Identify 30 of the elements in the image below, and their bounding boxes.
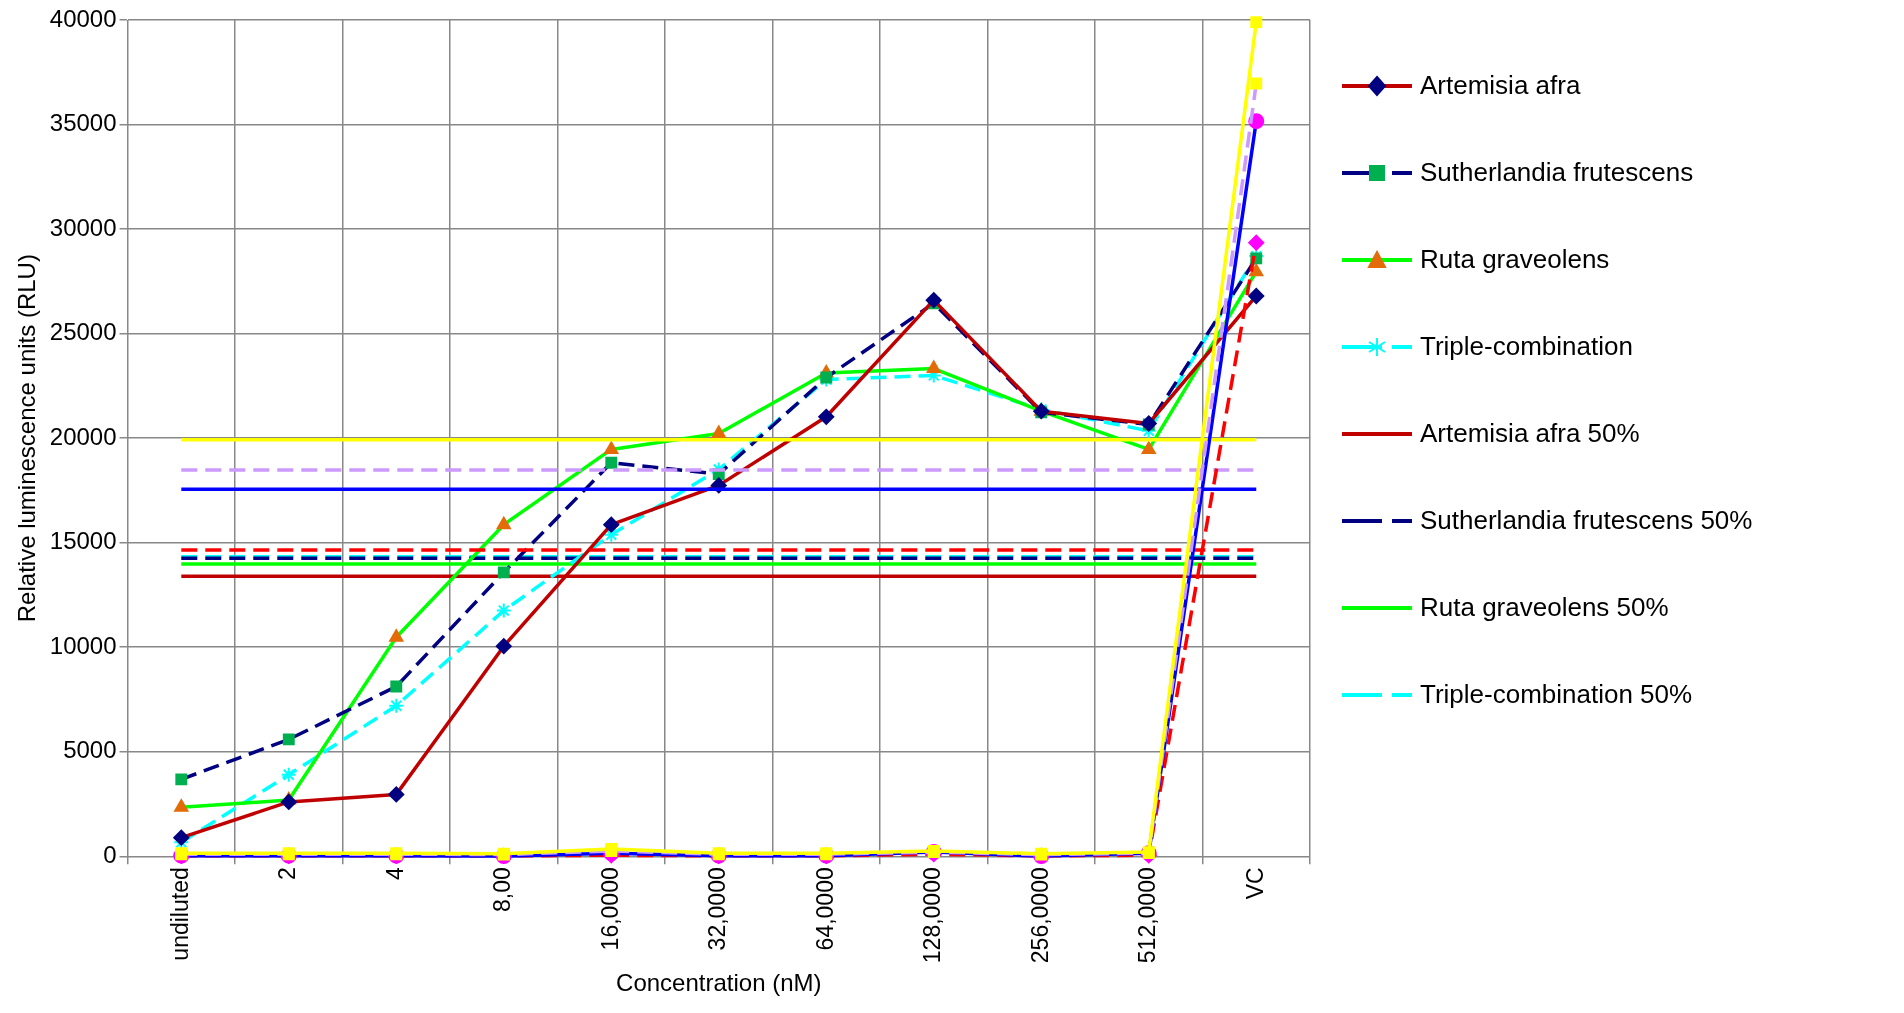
x-tick-label: 128,0000 — [919, 867, 946, 964]
y-tick-label: 0 — [103, 840, 117, 868]
y-tick-label: 30000 — [49, 213, 117, 241]
y-tick-label: 35000 — [49, 109, 117, 137]
x-tick-label: 32,0000 — [704, 867, 731, 951]
x-tick-label: 4 — [381, 867, 408, 881]
x-tick-label: VC — [1241, 867, 1268, 900]
x-axis-title: Concentration (nM) — [616, 969, 822, 997]
legend-label: Sutherlandia frutescens — [1420, 157, 1694, 188]
y-tick-label: 5000 — [63, 736, 117, 764]
legend-label: Triple-combination — [1420, 331, 1633, 362]
x-tick-label: 2 — [274, 867, 301, 881]
x-tick-label: undiluted — [166, 867, 193, 961]
y-tick-label: 25000 — [49, 318, 117, 346]
y-tick-label: 20000 — [49, 422, 117, 450]
x-tick-label: 512,0000 — [1134, 867, 1161, 964]
legend-label: Ruta graveolens — [1420, 244, 1610, 275]
x-tick-label: 64,0000 — [811, 867, 838, 951]
y-tick-label: 40000 — [49, 4, 117, 32]
y-tick-label: 15000 — [49, 527, 117, 555]
y-axis-title: Relative luminescence units (RLU) — [13, 254, 41, 623]
legend-label: Artemisia afra 50% — [1420, 418, 1640, 449]
x-tick-label: 16,0000 — [596, 867, 623, 951]
y-tick-label: 10000 — [49, 631, 117, 659]
x-tick-label: 8,00 — [489, 867, 516, 913]
x-tick-label: 256,0000 — [1026, 867, 1053, 964]
legend-label: Sutherlandia frutescens 50% — [1420, 505, 1753, 536]
legend-label: Artemisia afra — [1420, 70, 1581, 101]
legend-label: Ruta graveolens 50% — [1420, 592, 1669, 623]
legend-label: Triple-combination 50% — [1420, 679, 1693, 710]
